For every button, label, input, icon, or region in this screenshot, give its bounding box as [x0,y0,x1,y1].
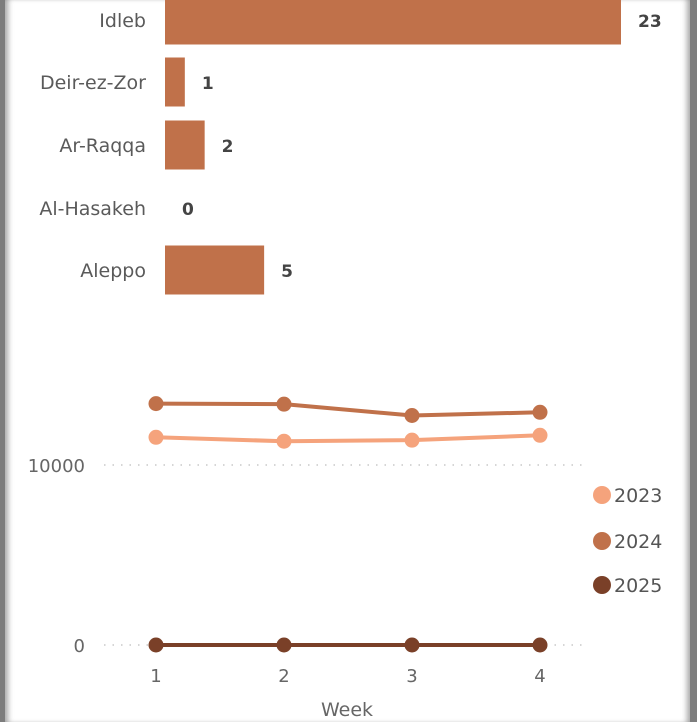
series-line-2023 [155,433,541,444]
data-point-2023 [404,432,420,448]
data-point-2024 [276,396,292,412]
data-point-2023 [532,427,548,443]
bar-data-label: 23 [638,12,662,32]
data-point-2025 [276,637,292,653]
data-point-2025 [148,637,164,653]
bar-category-label: Deir-ez-Zor [40,72,146,94]
data-point-2023 [276,433,292,449]
data-point-2025 [404,637,420,653]
legend-label: 2025 [614,575,662,597]
bar-category-label: Aleppo [80,260,146,282]
x-axis-title: Week [321,699,373,721]
series-line-2024 [155,401,541,418]
line-chart: Week 0 10000 1 2 3 4 2023 2024 2025 [28,396,662,721]
legend-label: 2023 [614,485,662,507]
bar-data-label: 1 [202,74,214,94]
legend-marker-2025 [593,576,611,594]
bar-data-label: 5 [281,262,293,282]
legend-marker-2023 [593,486,611,504]
x-tick-label: 1 [150,666,161,687]
x-tick-label: 3 [406,666,417,687]
data-point-2024 [532,404,548,420]
y-tick-label: 0 [74,636,85,657]
chart-panel [5,0,690,722]
x-tick-label: 2 [278,666,289,687]
bar-data-label: 2 [222,137,234,157]
bar [165,120,205,170]
bar-chart: Idleb 23 Deir-ez-Zor 1 Ar-Raqqa 2 Al-Hasakeh 0 A… [39,0,662,295]
data-point-2024 [404,408,420,423]
legend-label: 2024 [614,531,662,553]
bar-category-label: Al-Hasakeh [39,198,146,220]
bar-category-label: Idleb [99,10,146,32]
data-point-2025 [532,637,548,653]
bar-category-label: Ar-Raqqa [59,135,146,157]
bar-data-label: 0 [182,200,194,220]
x-tick-label: 4 [534,666,545,687]
y-tick-label: 10000 [28,456,85,477]
bar [165,245,265,295]
bar [165,57,185,107]
legend-marker-2024 [593,532,611,550]
data-point-2024 [148,396,164,412]
data-point-2023 [148,429,164,445]
bar [165,0,621,45]
